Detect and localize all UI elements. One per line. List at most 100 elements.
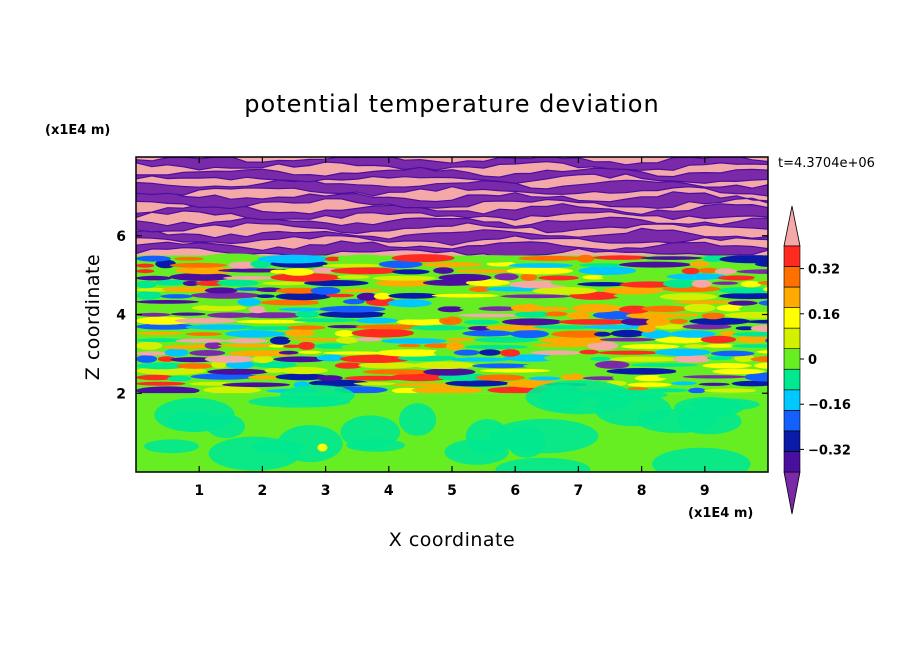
mid-layer-cell (738, 305, 768, 312)
mid-layer-cell (167, 375, 192, 382)
x-tick-label: 1 (194, 483, 204, 499)
mid-layer-cell (691, 279, 712, 288)
colorbar-segment (783, 348, 801, 370)
mid-layer-cell (626, 312, 681, 319)
mid-layer-cell (627, 382, 672, 388)
mid-layer-cell (555, 367, 577, 375)
mid-layer-cell (566, 311, 591, 319)
mid-layer-cell (247, 375, 281, 380)
mid-layer-cell (675, 367, 727, 375)
mid-layer-cell (136, 255, 171, 262)
y-axis-label: Z coordinate (82, 254, 104, 380)
mid-layer-cell (719, 255, 768, 264)
mid-layer-cell (361, 344, 400, 349)
mid-layer-cell (599, 337, 656, 342)
mid-layer-cell (326, 293, 355, 298)
mid-layer-cell (392, 269, 430, 275)
mid-layer-cell (689, 261, 710, 268)
y-tick-label: 4 (116, 308, 126, 324)
colorbar-segment (783, 410, 801, 432)
mid-layer-cell (207, 312, 253, 319)
mid-layer-cell (316, 375, 343, 381)
mid-layer-cell (600, 274, 670, 281)
mid-layer-cell (318, 311, 388, 318)
mid-layer-cell (325, 256, 342, 262)
mid-layer-cell (240, 326, 304, 330)
mid-layer-cell (720, 330, 737, 336)
mid-layer-cell (174, 257, 205, 261)
mid-layer-cell (558, 319, 630, 325)
colorbar-tick-label: 0.16 (808, 308, 840, 323)
mid-layer-cell (710, 263, 752, 268)
mid-layer-cell (587, 341, 619, 351)
mid-layer-cell (750, 324, 768, 332)
mid-layer-cell (175, 338, 227, 343)
time-label: t=4.3704e+06 (778, 156, 875, 171)
mid-layer-cell (355, 324, 428, 330)
mid-layer-cell (234, 287, 264, 291)
mid-layer-cell (317, 297, 347, 306)
mid-layer-cell (757, 280, 768, 285)
mid-layer-cell (682, 375, 747, 379)
mid-layer-cell (161, 286, 214, 293)
mid-layer-cell (413, 361, 476, 370)
mid-layer-cell (280, 366, 328, 375)
mid-layer-cell (387, 299, 432, 308)
mid-layer-cell (758, 300, 768, 306)
mid-layer-cell (565, 299, 604, 305)
mid-layer-cell (136, 381, 186, 386)
mid-layer-cell (423, 368, 476, 376)
mid-layer-cell (533, 325, 600, 330)
mid-layer-cell (743, 319, 768, 324)
mid-layer-cell (340, 288, 383, 293)
mid-layer-cell (343, 298, 365, 305)
mid-layer-cell (378, 260, 423, 269)
mid-layer-cell (282, 268, 315, 276)
mid-layer-cell (438, 273, 492, 282)
y-axis-ticks: 2 4 6 (116, 229, 768, 402)
mid-layer-cell (536, 306, 570, 311)
mid-layer-cell (169, 262, 228, 268)
mid-layer-cell (736, 335, 768, 344)
mid-layer-cell (164, 348, 189, 357)
mid-layer-cell (136, 312, 171, 317)
mid-layer-cell (344, 375, 406, 381)
mid-layer-cell (533, 300, 567, 307)
mid-layer-cell (358, 362, 419, 369)
mid-layer-cell (239, 312, 306, 319)
mid-layer-cell (374, 279, 433, 287)
mid-layer-cell (392, 382, 456, 387)
mid-layer-cell (136, 374, 175, 381)
mid-layer-cell (718, 287, 768, 294)
mid-layer-cell (510, 303, 544, 312)
mid-layer-cell (684, 303, 716, 313)
mid-layer-cell (185, 324, 256, 330)
mid-layer-cell (136, 355, 157, 363)
mid-layer-cell (204, 355, 255, 363)
mid-layer-cell (323, 351, 385, 355)
mid-layer-cell (437, 306, 464, 313)
mid-layer-cell (316, 354, 346, 362)
mid-layer-cell (445, 337, 476, 342)
mid-layer-cell (666, 273, 727, 280)
mid-layer-cell (275, 292, 331, 301)
mid-layer-cell (532, 343, 597, 348)
mid-layer-cell (666, 313, 700, 317)
mid-layer-cell (518, 255, 585, 261)
mid-layer-cell (248, 306, 268, 314)
mid-layer-cell (671, 381, 697, 386)
mid-layer-cell (422, 262, 483, 268)
mid-layer-cell (175, 266, 235, 275)
mid-layer-cell (577, 282, 630, 287)
mid-layer-cell (410, 325, 469, 331)
mid-layer-cell (391, 254, 455, 263)
colorbar-tick-label: 0 (808, 353, 817, 368)
mid-layer-cell (189, 350, 226, 356)
mid-layer-cell (202, 253, 264, 262)
mid-layer-cell (464, 344, 528, 349)
colorbar-segment (783, 368, 801, 391)
mid-layer-cell (462, 330, 514, 337)
x-tick-label: 9 (700, 483, 710, 499)
mid-layer-cell (538, 275, 579, 281)
mid-layer-cell (136, 269, 155, 274)
